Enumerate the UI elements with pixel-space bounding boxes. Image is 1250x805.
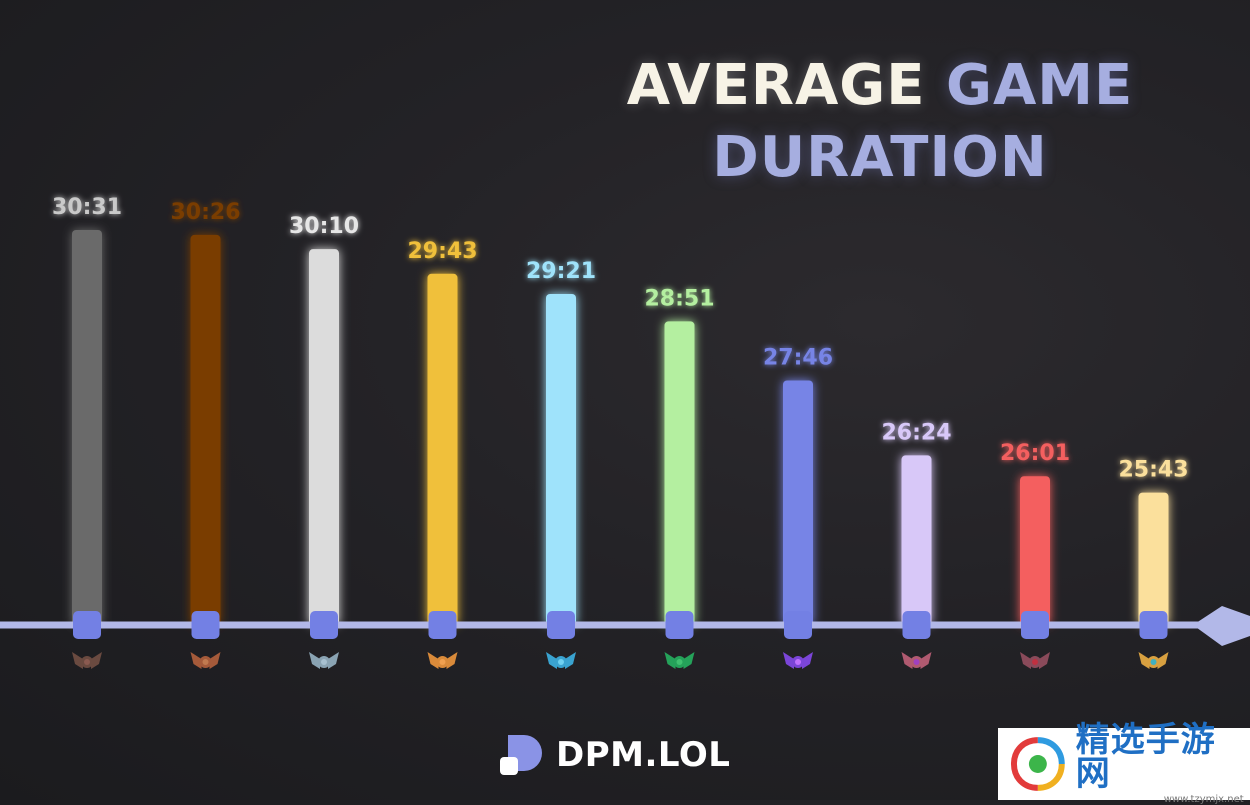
- rank-icon-platinum: [546, 652, 576, 669]
- bar-label-master: 26:24: [881, 420, 951, 445]
- watermark: 精选手游网 www.tzymjx.net: [998, 723, 1250, 805]
- axis-marker-master: [902, 611, 931, 639]
- bar-label-bronze: 30:26: [170, 200, 240, 225]
- axis-marker-grandmaster: [1021, 611, 1049, 639]
- rank-icon-silver: [309, 652, 339, 669]
- rank-icon-gold: [427, 652, 458, 669]
- rank-icon-challenger: [1138, 652, 1169, 669]
- bar-label-challenger: 25:43: [1118, 458, 1188, 483]
- axis-marker-emerald: [665, 611, 694, 639]
- dpm-logo-icon: [500, 735, 542, 775]
- axis-marker-platinum: [547, 611, 575, 639]
- axis-marker-diamond: [784, 611, 812, 639]
- bar-label-diamond: 27:46: [763, 345, 833, 370]
- rank-icon-grandmaster: [1020, 652, 1050, 669]
- axis-marker-iron: [73, 611, 101, 639]
- rank-icon-diamond: [783, 652, 813, 669]
- bar-platinum: [546, 294, 576, 625]
- bar-silver: [309, 249, 339, 625]
- rank-icon-bronze: [190, 652, 221, 669]
- axis-marker-gold: [428, 611, 457, 639]
- rank-icon-master: [901, 652, 932, 669]
- chart-title: AVERAGE GAME DURATION: [560, 50, 1200, 194]
- bar-emerald: [664, 321, 695, 625]
- bar-label-platinum: 29:21: [526, 259, 596, 284]
- bar-label-grandmaster: 26:01: [1000, 441, 1070, 466]
- rank-icon-iron: [72, 652, 102, 669]
- title-word-average: AVERAGE: [626, 53, 926, 118]
- bar-label-iron: 30:31: [52, 195, 122, 220]
- bar-grandmaster: [1020, 476, 1050, 625]
- watermark-text: 精选手游网: [1075, 720, 1216, 794]
- brand-name: DPM.LOL: [556, 735, 731, 775]
- bar-gold: [427, 273, 458, 625]
- bar-label-emerald: 28:51: [644, 286, 714, 311]
- axis-marker-silver: [310, 611, 338, 639]
- bar-iron: [72, 230, 102, 625]
- watermark-logo-icon: [1010, 737, 1065, 791]
- x-axis-arrow: [1193, 606, 1250, 646]
- title-word-game: GAME: [946, 53, 1134, 118]
- bar-diamond: [783, 380, 813, 625]
- brand-logo: DPM.LOL: [498, 730, 730, 780]
- axis-marker-bronze: [191, 611, 220, 639]
- bar-label-gold: 29:43: [407, 239, 477, 264]
- axis-marker-challenger: [1139, 611, 1168, 639]
- bar-label-silver: 30:10: [289, 214, 359, 239]
- bar-challenger: [1138, 492, 1169, 625]
- title-line-1: AVERAGE GAME: [560, 50, 1200, 122]
- watermark-url: www.tzymjx.net: [1163, 794, 1244, 805]
- title-line-2: DURATION: [712, 125, 1048, 190]
- bar-bronze: [190, 234, 221, 625]
- bar-master: [901, 455, 932, 625]
- rank-icon-emerald: [664, 652, 695, 669]
